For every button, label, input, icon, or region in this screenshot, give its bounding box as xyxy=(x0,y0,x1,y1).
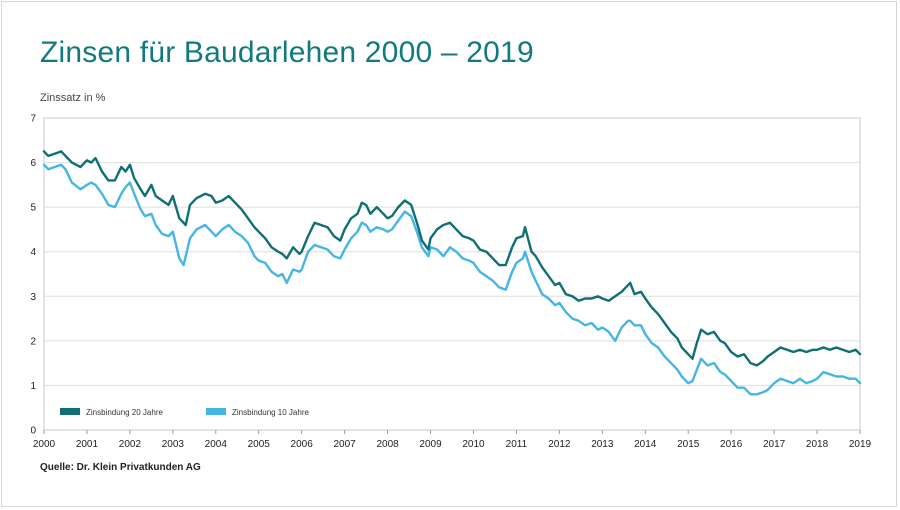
plot-area-border xyxy=(43,117,861,431)
x-tick-label: 2003 xyxy=(162,439,185,450)
gridlines xyxy=(43,117,861,431)
series-line-zinsbindung-10-jahre xyxy=(42,163,862,396)
x-tick-label: 2014 xyxy=(634,439,657,450)
x-tick-label: 2015 xyxy=(677,439,700,450)
x-tick-label: 2010 xyxy=(462,439,485,450)
legend-label-zinsbindung-10-jahre: Zinsbindung 10 Jahre xyxy=(232,408,309,417)
x-tick-label: 2011 xyxy=(506,439,528,450)
x-tick-label: 2018 xyxy=(806,439,829,450)
y-tick-label: 4 xyxy=(30,247,36,258)
y-tick-label: 2 xyxy=(30,336,36,347)
x-tick-label: 2004 xyxy=(205,439,228,450)
x-tick-label: 2000 xyxy=(33,439,56,450)
series-line-zinsbindung-20-jahre xyxy=(42,150,862,367)
legend: Zinsbindung 20 Jahre Zinsbindung 10 Jahre xyxy=(60,408,309,417)
y-tick-label: 5 xyxy=(30,203,36,214)
x-tick-label: 2005 xyxy=(248,439,271,450)
x-tick-label: 2009 xyxy=(419,439,442,450)
y-tick-label: 1 xyxy=(30,381,36,392)
y-tick-label: 6 xyxy=(30,158,36,169)
y-tick-label: 0 xyxy=(30,426,36,437)
x-tick-label: 2013 xyxy=(591,439,614,450)
x-tick-label: 2017 xyxy=(763,439,786,450)
x-tick-label: 2019 xyxy=(849,439,872,450)
chart-title: Zinsen für Baudarlehen 2000 – 2019 xyxy=(40,36,534,69)
x-axis-ticks: 2000 2001 2002 2003 2004 2005 2006 2007 2008 2009… xyxy=(33,430,872,450)
y-tick-label: 7 xyxy=(30,114,36,125)
series-lines xyxy=(42,150,862,396)
x-tick-label: 2012 xyxy=(548,439,571,450)
x-tick-label: 2006 xyxy=(291,439,314,450)
x-tick-label: 2008 xyxy=(376,439,399,450)
y-axis-ticks: 0 1 2 3 4 5 6 7 xyxy=(30,114,36,437)
x-tick-label: 2016 xyxy=(720,439,743,450)
source-note: Quelle: Dr. Klein Privatkunden AG xyxy=(40,462,201,473)
legend-swatch-zinsbindung-20-jahre xyxy=(60,408,80,415)
x-tick-label: 2001 xyxy=(76,439,99,450)
legend-label-zinsbindung-20-jahre: Zinsbindung 20 Jahre xyxy=(86,408,163,417)
legend-swatch-zinsbindung-10-jahre xyxy=(206,408,226,415)
x-tick-label: 2007 xyxy=(334,439,357,450)
y-axis-label: Zinssatz in % xyxy=(40,92,106,104)
x-tick-label: 2002 xyxy=(119,439,142,450)
y-tick-label: 3 xyxy=(30,292,36,303)
